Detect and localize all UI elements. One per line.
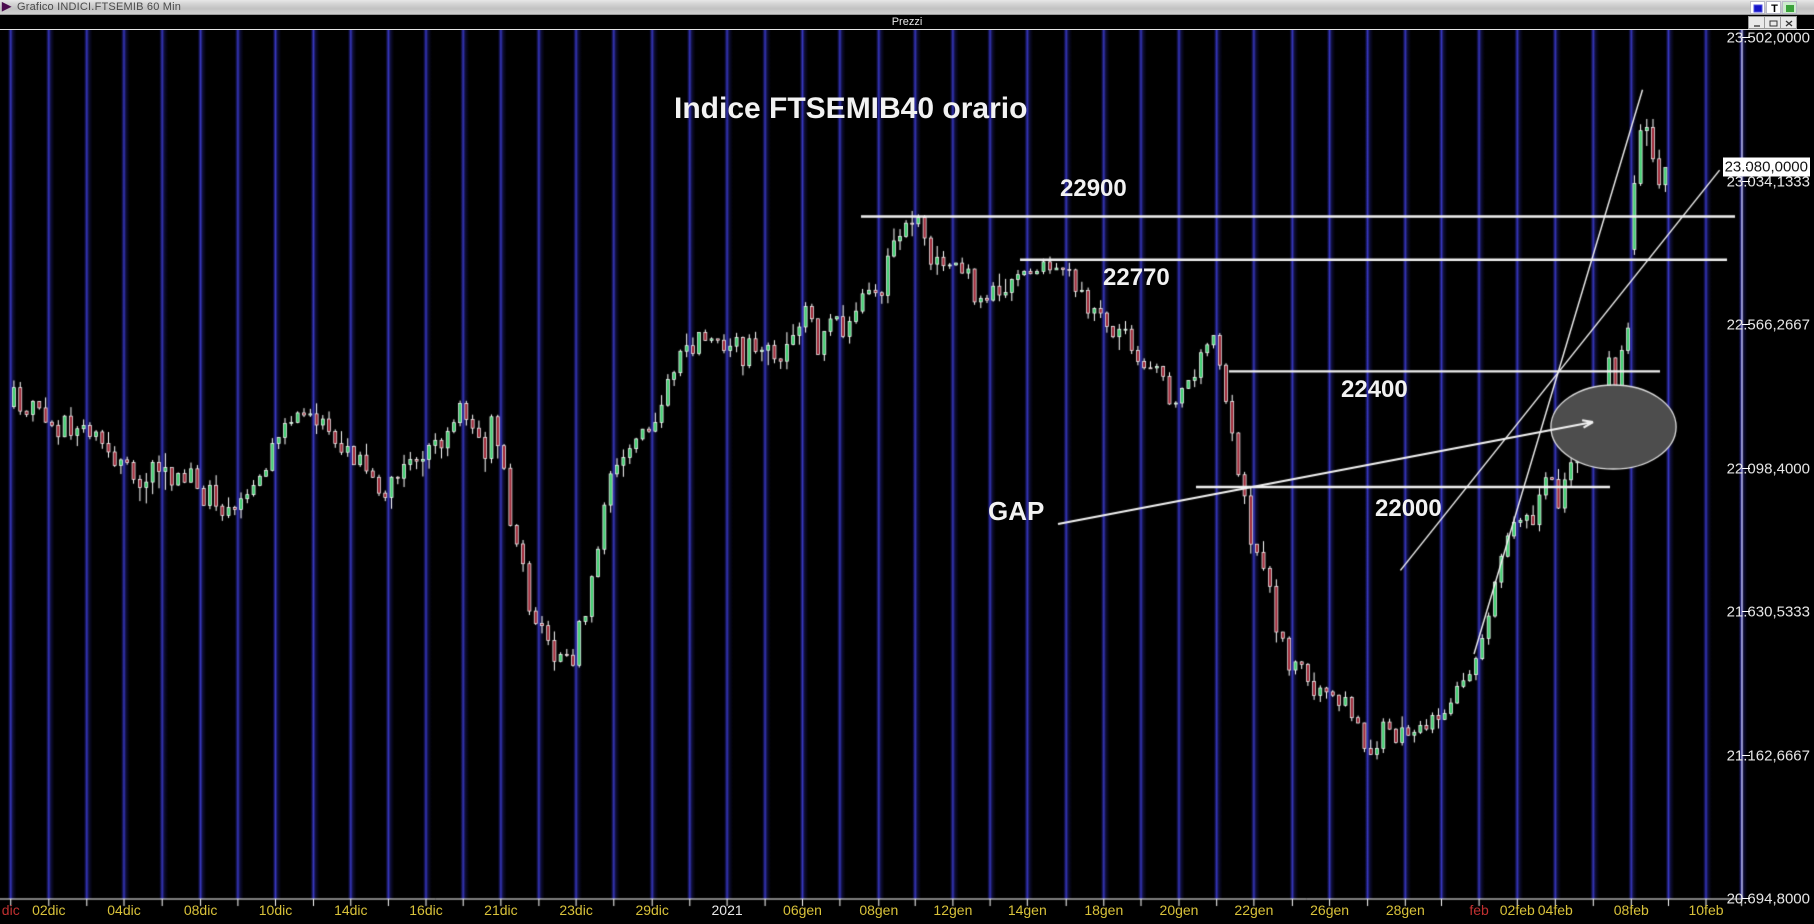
svg-text:T: T — [1771, 3, 1778, 15]
